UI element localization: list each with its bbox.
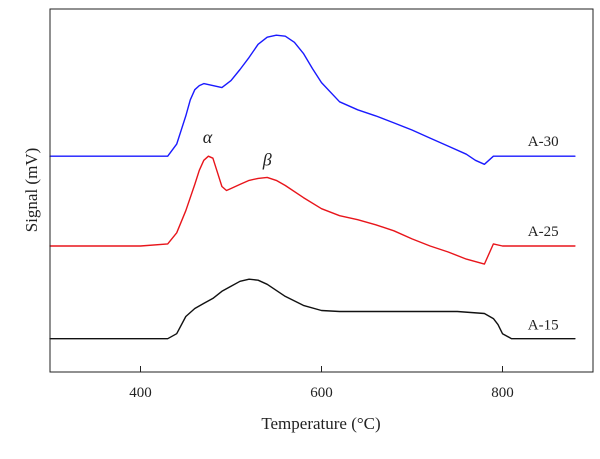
x-tick-label: 800: [491, 385, 514, 401]
plot-frame: [49, 8, 594, 373]
series-label-a-15: A-15: [528, 318, 559, 334]
series-line-a-15: [49, 278, 576, 340]
beta-peak-label: β: [262, 149, 272, 169]
alpha-peak-label: α: [203, 127, 213, 147]
series-labels: A-30 A-25 A-15: [528, 134, 559, 334]
series-line-a-30: [49, 34, 576, 165]
x-axis-label: Temperature (°C): [261, 414, 380, 433]
x-tick-label: 400: [129, 385, 152, 401]
series-label-a-30: A-30: [528, 134, 559, 150]
series-layer: [49, 34, 576, 340]
peak-annotations: αβ: [203, 127, 272, 169]
y-axis-label: Signal (mV): [22, 148, 41, 233]
series-label-a-25: A-25: [528, 224, 559, 240]
x-tick-label: 600: [310, 385, 333, 401]
x-axis: 400 600 800: [129, 366, 514, 401]
series-line-a-25: [49, 155, 576, 265]
